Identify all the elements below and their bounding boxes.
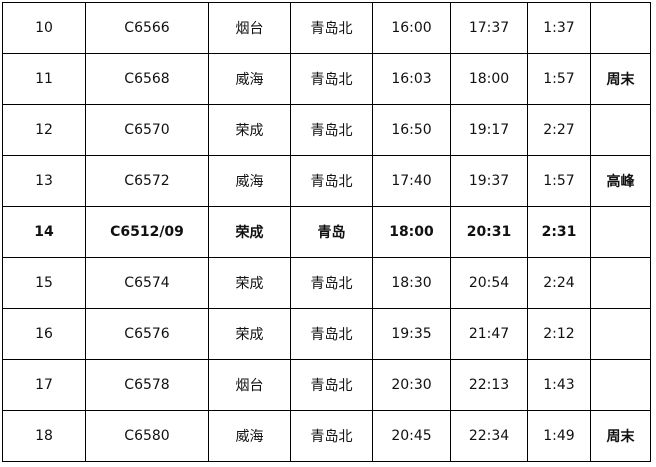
destination-cell: 青岛北 — [290, 308, 373, 360]
origin-cell: 荣成 — [208, 206, 291, 258]
duration-cell: 2:31 — [527, 206, 591, 258]
origin-cell: 荣成 — [208, 257, 291, 309]
arrival-time-cell: 20:54 — [450, 257, 528, 309]
departure-time-cell: 16:00 — [372, 2, 451, 54]
table-row: 11 C6568 威海 青岛北 16:03 18:00 1:57 周末 — [2, 53, 651, 105]
origin-cell: 威海 — [208, 53, 291, 105]
row-number-cell: 11 — [2, 53, 86, 105]
note-cell — [590, 257, 651, 309]
row-number-cell: 10 — [2, 2, 86, 54]
table-row: 12 C6570 荣成 青岛北 16:50 19:17 2:27 — [2, 104, 651, 156]
destination-cell: 青岛北 — [290, 410, 373, 462]
origin-cell: 烟台 — [208, 2, 291, 54]
train-number-cell: C6574 — [85, 257, 209, 309]
arrival-time-cell: 20:31 — [450, 206, 528, 258]
note-cell: 高峰 — [590, 155, 651, 207]
duration-cell: 1:37 — [527, 2, 591, 54]
row-number-cell: 12 — [2, 104, 86, 156]
note-cell — [590, 359, 651, 411]
table-row: 15 C6574 荣成 青岛北 18:30 20:54 2:24 — [2, 257, 651, 309]
arrival-time-cell: 18:00 — [450, 53, 528, 105]
duration-cell: 2:24 — [527, 257, 591, 309]
departure-time-cell: 18:30 — [372, 257, 451, 309]
table-row: 13 C6572 威海 青岛北 17:40 19:37 1:57 高峰 — [2, 155, 651, 207]
arrival-time-cell: 19:37 — [450, 155, 528, 207]
arrival-time-cell: 19:17 — [450, 104, 528, 156]
note-cell — [590, 2, 651, 54]
destination-cell: 青岛北 — [290, 2, 373, 54]
train-number-cell: C6576 — [85, 308, 209, 360]
note-cell: 周末 — [590, 53, 651, 105]
origin-cell: 荣成 — [208, 104, 291, 156]
train-number-cell: C6572 — [85, 155, 209, 207]
duration-cell: 1:49 — [527, 410, 591, 462]
table-row: 10 C6566 烟台 青岛北 16:00 17:37 1:37 — [2, 2, 651, 54]
departure-time-cell: 20:30 — [372, 359, 451, 411]
duration-cell: 1:57 — [527, 53, 591, 105]
origin-cell: 荣成 — [208, 308, 291, 360]
train-number-cell: C6578 — [85, 359, 209, 411]
train-schedule-table: 10 C6566 烟台 青岛北 16:00 17:37 1:37 11 C6568 威海 青岛北 16… — [2, 2, 651, 462]
destination-cell: 青岛北 — [290, 257, 373, 309]
train-number-cell: C6568 — [85, 53, 209, 105]
row-number-cell: 18 — [2, 410, 86, 462]
origin-cell: 烟台 — [208, 359, 291, 411]
train-number-cell: C6570 — [85, 104, 209, 156]
table-row: 17 C6578 烟台 青岛北 20:30 22:13 1:43 — [2, 359, 651, 411]
arrival-time-cell: 17:37 — [450, 2, 528, 54]
departure-time-cell: 16:03 — [372, 53, 451, 105]
table-row: 18 C6580 威海 青岛北 20:45 22:34 1:49 周末 — [2, 410, 651, 462]
table-row: 14 C6512/09 荣成 青岛 18:00 20:31 2:31 — [2, 206, 651, 258]
note-cell — [590, 104, 651, 156]
row-number-cell: 17 — [2, 359, 86, 411]
arrival-time-cell: 21:47 — [450, 308, 528, 360]
destination-cell: 青岛北 — [290, 104, 373, 156]
table-row: 16 C6576 荣成 青岛北 19:35 21:47 2:12 — [2, 308, 651, 360]
train-number-cell: C6580 — [85, 410, 209, 462]
departure-time-cell: 17:40 — [372, 155, 451, 207]
row-number-cell: 13 — [2, 155, 86, 207]
duration-cell: 1:43 — [527, 359, 591, 411]
arrival-time-cell: 22:34 — [450, 410, 528, 462]
row-number-cell: 14 — [2, 206, 86, 258]
departure-time-cell: 18:00 — [372, 206, 451, 258]
row-number-cell: 15 — [2, 257, 86, 309]
duration-cell: 2:12 — [527, 308, 591, 360]
departure-time-cell: 20:45 — [372, 410, 451, 462]
destination-cell: 青岛 — [290, 206, 373, 258]
note-cell — [590, 308, 651, 360]
duration-cell: 2:27 — [527, 104, 591, 156]
origin-cell: 威海 — [208, 155, 291, 207]
origin-cell: 威海 — [208, 410, 291, 462]
row-number-cell: 16 — [2, 308, 86, 360]
departure-time-cell: 16:50 — [372, 104, 451, 156]
arrival-time-cell: 22:13 — [450, 359, 528, 411]
destination-cell: 青岛北 — [290, 53, 373, 105]
note-cell: 周末 — [590, 410, 651, 462]
destination-cell: 青岛北 — [290, 359, 373, 411]
destination-cell: 青岛北 — [290, 155, 373, 207]
train-number-cell: C6566 — [85, 2, 209, 54]
departure-time-cell: 19:35 — [372, 308, 451, 360]
duration-cell: 1:57 — [527, 155, 591, 207]
train-number-cell: C6512/09 — [85, 206, 209, 258]
note-cell — [590, 206, 651, 258]
